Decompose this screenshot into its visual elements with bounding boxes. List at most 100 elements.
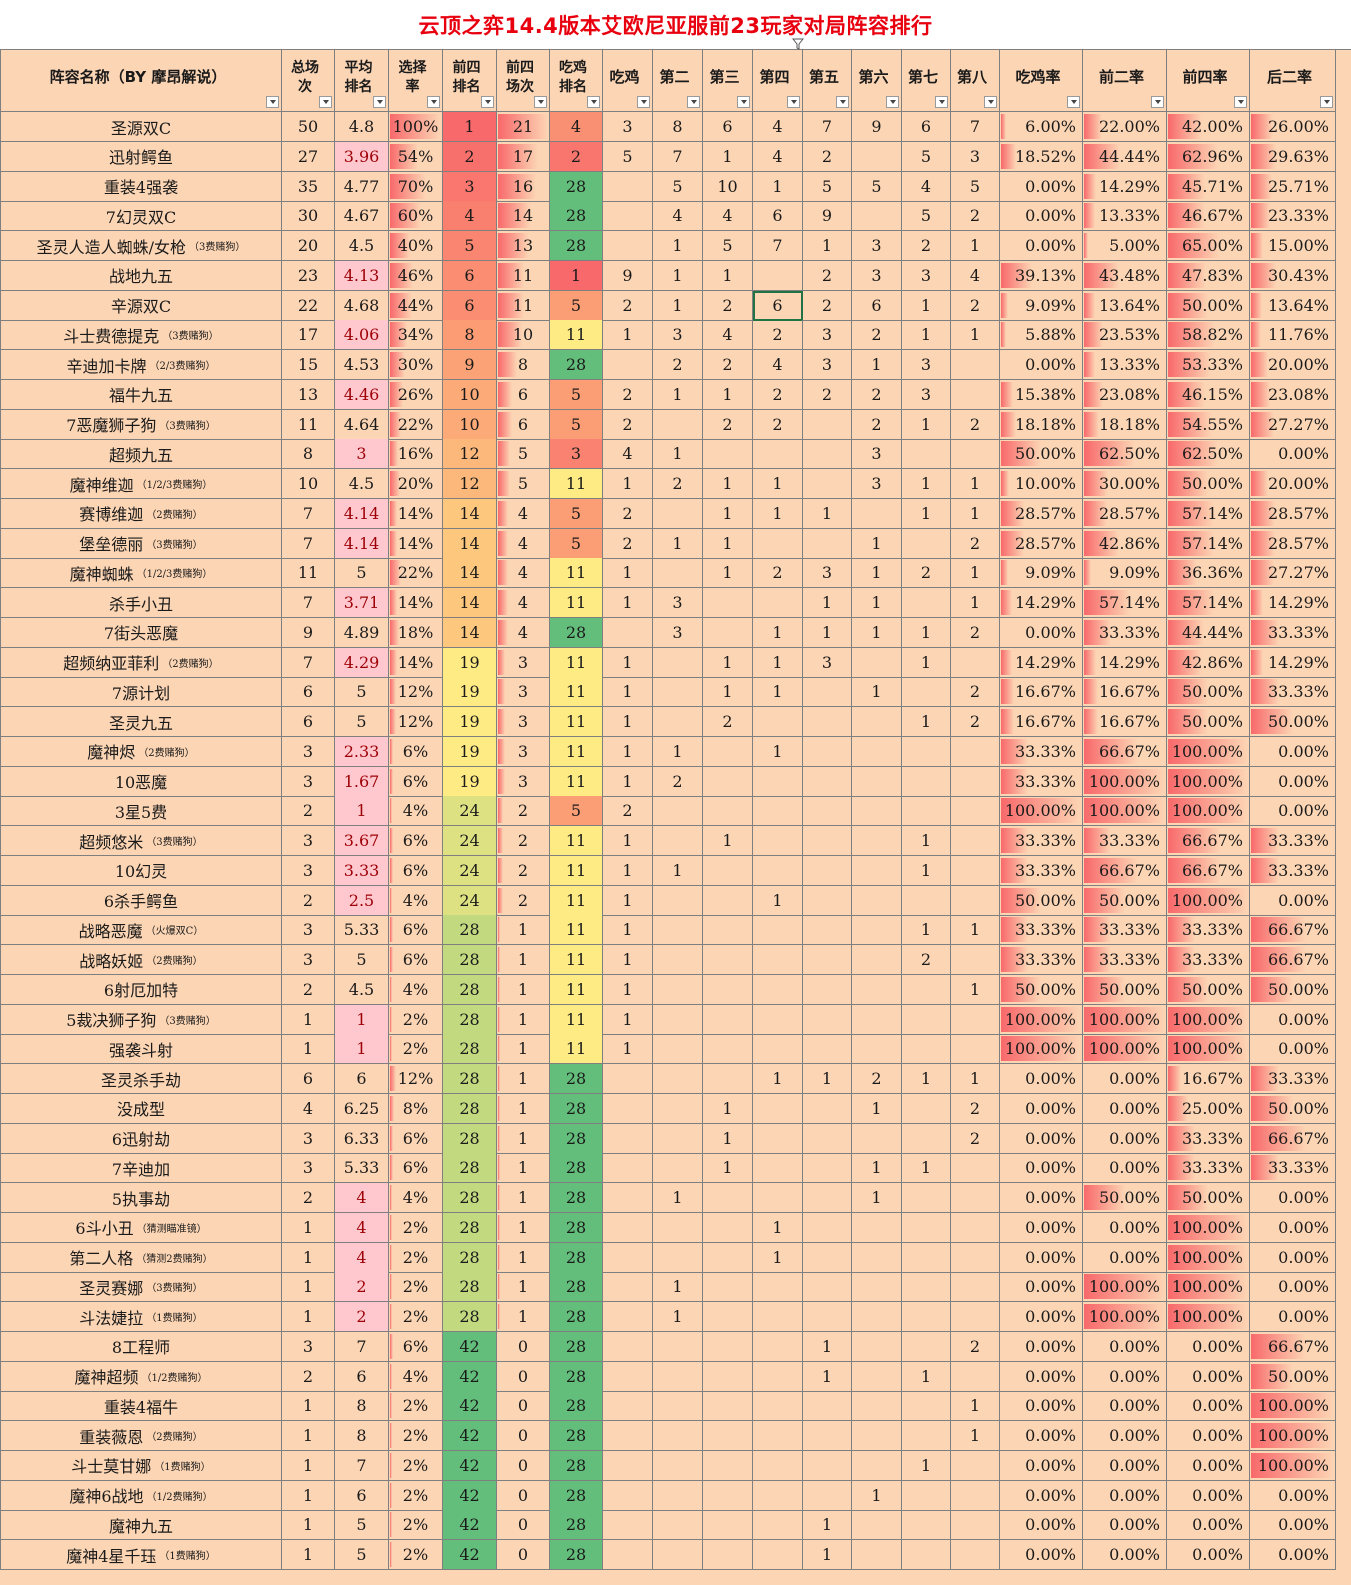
p7-cell[interactable]: 2 xyxy=(951,1123,1000,1154)
p0-cell[interactable] xyxy=(603,1331,653,1362)
win-cell[interactable]: 39.13% xyxy=(1000,260,1083,291)
p1-cell[interactable]: 1 xyxy=(653,736,703,767)
top4-cell[interactable]: 3 xyxy=(497,677,550,708)
top2-cell[interactable]: 16.67% xyxy=(1083,677,1167,708)
p1-cell[interactable] xyxy=(653,677,703,708)
top2-cell[interactable]: 0.00% xyxy=(1083,1361,1167,1392)
bot2-cell[interactable]: 28.57% xyxy=(1250,498,1336,529)
filter-dropdown-button[interactable] xyxy=(935,96,948,108)
p7-cell[interactable]: 1 xyxy=(951,1391,1000,1422)
p5-cell[interactable] xyxy=(852,974,902,1005)
top2-cell[interactable]: 23.53% xyxy=(1083,320,1167,351)
win-cell[interactable]: 0.00% xyxy=(1000,1242,1083,1273)
p3-cell[interactable]: 1 xyxy=(753,885,803,916)
p6-cell[interactable]: 1 xyxy=(902,498,951,529)
p4-cell[interactable] xyxy=(803,1242,852,1273)
p2-cell[interactable]: 2 xyxy=(703,707,753,737)
p5-cell[interactable] xyxy=(852,498,902,529)
top4rank-cell[interactable]: 14 xyxy=(443,588,497,618)
total-cell[interactable]: 3 xyxy=(282,1331,335,1362)
top2-cell[interactable]: 33.33% xyxy=(1083,915,1167,946)
top4rank-cell[interactable]: 10 xyxy=(443,409,497,440)
top4rank-cell[interactable]: 28 xyxy=(443,915,497,946)
p3-cell[interactable] xyxy=(753,1510,803,1541)
top2-cell[interactable]: 5.00% xyxy=(1083,231,1167,261)
top4-cell[interactable]: 0 xyxy=(497,1421,550,1451)
p2-cell[interactable]: 1 xyxy=(703,1123,753,1154)
total-cell[interactable]: 1 xyxy=(282,1421,335,1451)
filter-dropdown-button[interactable] xyxy=(427,96,440,108)
p1-cell[interactable] xyxy=(653,1510,703,1541)
p1-cell[interactable]: 1 xyxy=(653,231,703,261)
p2-cell[interactable] xyxy=(703,1302,753,1332)
total-cell[interactable]: 1 xyxy=(282,1004,335,1035)
win-cell[interactable]: 6.00% xyxy=(1000,112,1083,142)
winrank-cell[interactable]: 28 xyxy=(550,231,603,261)
p6-cell[interactable] xyxy=(902,1421,951,1451)
winrank-cell[interactable]: 11 xyxy=(550,320,603,351)
top4r-cell[interactable]: 57.14% xyxy=(1167,498,1250,529)
p0-cell[interactable]: 1 xyxy=(603,736,653,767)
p1-cell[interactable]: 7 xyxy=(653,141,703,172)
top4r-cell[interactable]: 100.00% xyxy=(1167,736,1250,767)
top4rank-cell[interactable]: 24 xyxy=(443,855,497,886)
bot2-cell[interactable]: 0.00% xyxy=(1250,1272,1336,1303)
top4-cell[interactable]: 8 xyxy=(497,350,550,380)
p6-cell[interactable]: 2 xyxy=(902,558,951,589)
p3-cell[interactable] xyxy=(753,855,803,886)
sel-cell[interactable]: 2% xyxy=(389,1034,443,1065)
win-cell[interactable]: 5.88% xyxy=(1000,320,1083,351)
top2-cell[interactable]: 0.00% xyxy=(1083,1123,1167,1154)
p0-cell[interactable]: 2 xyxy=(603,796,653,827)
p7-cell[interactable]: 2 xyxy=(951,528,1000,559)
p3-cell[interactable] xyxy=(753,1391,803,1422)
win-cell[interactable]: 50.00% xyxy=(1000,974,1083,1005)
p4-cell[interactable] xyxy=(803,915,852,946)
p5-cell[interactable]: 1 xyxy=(852,588,902,618)
p7-cell[interactable]: 2 xyxy=(951,290,1000,321)
p1-cell[interactable] xyxy=(653,1153,703,1184)
total-cell[interactable]: 2 xyxy=(282,974,335,1005)
win-cell[interactable]: 0.00% xyxy=(1000,171,1083,202)
p2-cell[interactable] xyxy=(703,1450,753,1481)
top4r-cell[interactable]: 50.00% xyxy=(1167,707,1250,737)
top4r-cell[interactable]: 46.67% xyxy=(1167,201,1250,232)
p0-cell[interactable] xyxy=(603,1153,653,1184)
filter-dropdown-button[interactable] xyxy=(1067,96,1080,108)
top4rank-cell[interactable]: 5 xyxy=(443,231,497,261)
p5-cell[interactable]: 2 xyxy=(852,1064,902,1094)
top4r-cell[interactable]: 36.36% xyxy=(1167,558,1250,589)
winrank-cell[interactable]: 1 xyxy=(550,260,603,291)
top2-cell[interactable]: 0.00% xyxy=(1083,1153,1167,1184)
winrank-cell[interactable]: 28 xyxy=(550,1183,603,1213)
p3-cell[interactable]: 6 xyxy=(753,201,803,232)
p2-cell[interactable] xyxy=(703,1064,753,1094)
win-cell[interactable]: 33.33% xyxy=(1000,915,1083,946)
top4r-cell[interactable]: 16.67% xyxy=(1167,1064,1250,1094)
p0-cell[interactable]: 1 xyxy=(603,855,653,886)
top4-cell[interactable]: 1 xyxy=(497,1064,550,1094)
winrank-cell[interactable]: 11 xyxy=(550,588,603,618)
p0-cell[interactable]: 3 xyxy=(603,112,653,142)
p4-cell[interactable]: 1 xyxy=(803,1064,852,1094)
top4r-cell[interactable]: 65.00% xyxy=(1167,231,1250,261)
sel-cell[interactable]: 18% xyxy=(389,617,443,648)
sel-cell[interactable]: 2% xyxy=(389,1540,443,1570)
top4r-cell[interactable]: 66.67% xyxy=(1167,855,1250,886)
total-cell[interactable]: 3 xyxy=(282,1123,335,1154)
p6-cell[interactable] xyxy=(902,1242,951,1273)
composition-name-cell[interactable]: 6杀手鳄鱼 xyxy=(0,885,282,916)
top4rank-cell[interactable]: 24 xyxy=(443,885,497,916)
win-cell[interactable]: 0.00% xyxy=(1000,201,1083,232)
p4-cell[interactable] xyxy=(803,1450,852,1481)
top4r-cell[interactable]: 58.82% xyxy=(1167,320,1250,351)
avg-cell[interactable]: 8 xyxy=(335,1391,389,1422)
p6-cell[interactable] xyxy=(902,1093,951,1124)
p6-cell[interactable] xyxy=(902,1123,951,1154)
winrank-cell[interactable]: 28 xyxy=(550,171,603,202)
top2-cell[interactable]: 0.00% xyxy=(1083,1391,1167,1422)
composition-name-cell[interactable]: 魔神4星千珏 （1费赌狗） xyxy=(0,1540,282,1570)
top2-cell[interactable]: 50.00% xyxy=(1083,885,1167,916)
top2-cell[interactable]: 100.00% xyxy=(1083,1272,1167,1303)
p7-cell[interactable] xyxy=(951,1034,1000,1065)
